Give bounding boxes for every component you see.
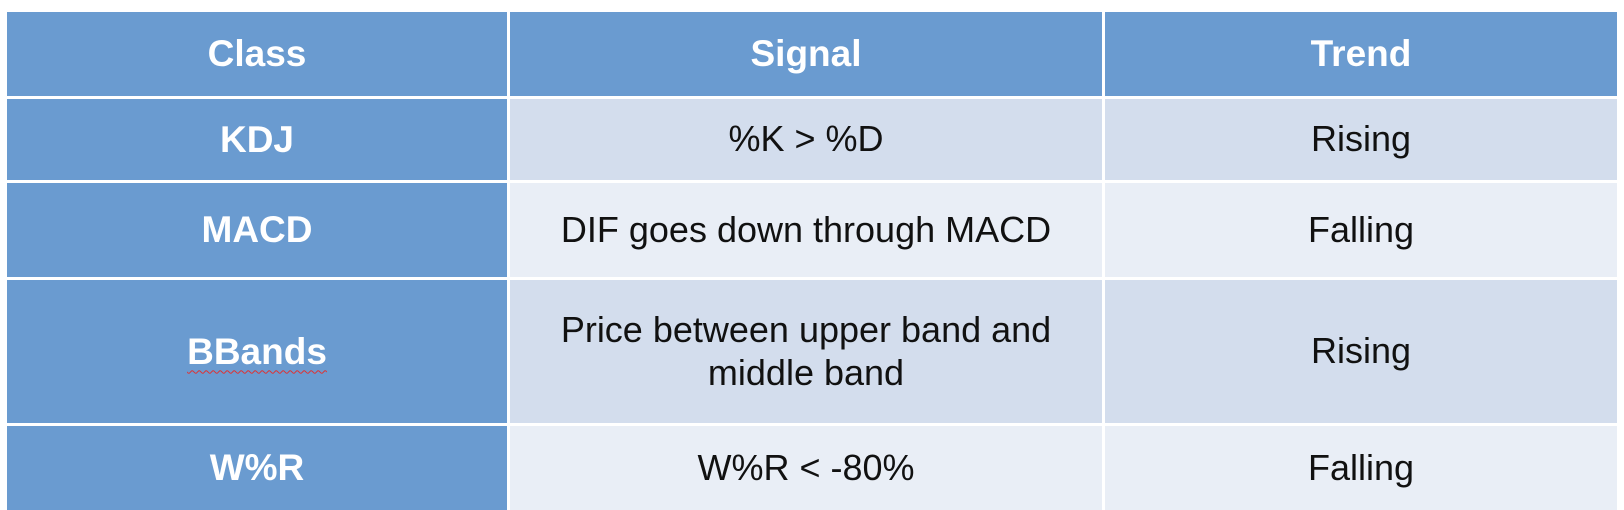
row-3-signal: Price between upper band and middle band xyxy=(510,280,1102,423)
row-2-class: MACD xyxy=(7,183,507,277)
column-header-trend: Trend xyxy=(1105,12,1617,96)
row-4-trend: Falling xyxy=(1105,426,1617,510)
row-4-signal: W%R < -80% xyxy=(510,426,1102,510)
row-3-class: BBands xyxy=(7,280,507,423)
row-3-signal-label: Price between upper band and middle band xyxy=(560,309,1052,393)
row-4-class: W%R xyxy=(7,426,507,510)
row-1-signal: %K > %D xyxy=(510,99,1102,180)
row-1-class: KDJ xyxy=(7,99,507,180)
indicator-table: Class Signal Trend KDJ %K > %D Rising MA… xyxy=(7,12,1617,510)
column-header-class: Class xyxy=(7,12,507,96)
row-2-signal: DIF goes down through MACD xyxy=(510,183,1102,277)
row-2-trend: Falling xyxy=(1105,183,1617,277)
row-1-trend: Rising xyxy=(1105,99,1617,180)
column-header-signal: Signal xyxy=(510,12,1102,96)
row-3-class-label: BBands xyxy=(187,330,327,372)
row-3-trend: Rising xyxy=(1105,280,1617,423)
